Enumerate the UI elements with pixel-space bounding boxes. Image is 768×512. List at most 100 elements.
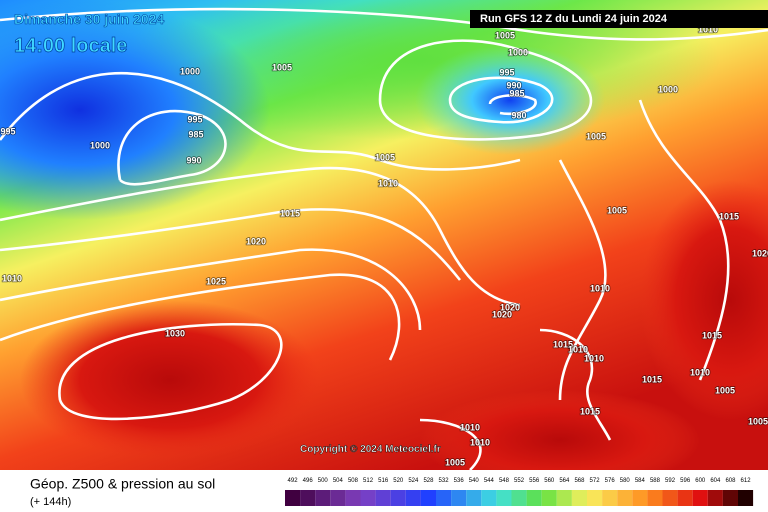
legend-swatch [390,490,406,506]
legend-label: 504 [333,478,344,484]
legend-swatch [556,490,572,506]
legend-swatch [692,490,708,506]
run-info: Run GFS 12 Z du Lundi 24 juin 2024 [480,13,668,25]
legend-label: 532 [439,478,450,484]
legend-swatch [466,490,482,506]
legend-label: 592 [665,478,676,484]
legend-swatch [738,490,754,506]
legend-label: 588 [650,478,661,484]
legend-label: 612 [741,478,752,484]
isobar-label: 1010 [584,353,604,363]
isobar-label: 1020 [500,302,520,312]
legend-label: 568 [574,478,585,484]
isobar-label: 1015 [642,374,662,384]
legend-label: 520 [393,478,404,484]
isobar-label: 985 [509,88,524,98]
isobar-label: 1025 [206,276,226,286]
isobar-label: 1005 [375,152,395,162]
legend-label: 492 [288,478,299,484]
isobar-label: 1005 [748,416,768,426]
isobar-label: 1005 [586,131,606,141]
legend-swatch [571,490,587,506]
legend-swatch [722,490,738,506]
legend-label: 544 [484,478,495,484]
isobar-label: 985 [188,129,203,139]
isobar-label: 990 [186,155,201,165]
legend-label: 496 [303,478,314,484]
legend-swatch [360,490,376,506]
legend-label: 604 [710,478,721,484]
isobar-label: 1010 [378,178,398,188]
isobar-label: 1005 [715,385,735,395]
isobar-label: 1010 [2,273,22,283]
legend-swatch [405,490,421,506]
isobar-label: 1015 [553,339,573,349]
isobar-label: 1005 [607,205,627,215]
isobar-label: 1020 [492,309,512,319]
isobars [0,7,768,471]
legend-label: 524 [408,478,419,484]
isobar-label: 995 [499,67,514,77]
legend-label: 560 [544,478,555,484]
isobar-label: 1010 [568,344,588,354]
legend-label: 512 [363,478,374,484]
legend-swatch [662,490,678,506]
isobar-label: 1015 [280,208,300,218]
isobar-label: 1005 [272,62,292,72]
legend-swatch [496,490,512,506]
date-title: Dimanche 30 juin 2024 [14,11,164,27]
isobar-label: 980 [511,110,526,120]
footer-lead: (+ 144h) [30,496,71,508]
legend-label: 596 [680,478,691,484]
time-title: 14:00 locale [14,35,127,57]
legend-label: 600 [695,478,706,484]
isobar-label: 1015 [580,406,600,416]
legend-swatch [375,490,391,506]
legend-swatch [285,490,301,506]
legend-label: 564 [559,478,570,484]
isobar-label: 1010 [470,437,490,447]
isobar-label: 1000 [658,84,678,94]
legend-label: 548 [499,478,510,484]
isobar-label: 1015 [702,330,722,340]
legend-swatch [300,490,316,506]
legend-label: 608 [725,478,736,484]
isobar-label: 1020 [752,248,768,258]
legend-swatch [330,490,346,506]
legend-swatch [345,490,361,506]
legend-label: 516 [378,478,389,484]
color-legend: 492 496 500 504 508 512 516 520 524 528 532 536 540 5… [285,478,754,506]
legend-label: 500 [318,478,329,484]
legend-label: 528 [423,478,434,484]
legend-swatch [526,490,542,506]
legend-label: 584 [635,478,646,484]
legend-swatch [315,490,331,506]
copyright: Copyright © 2024 Meteociel.fr [300,444,441,455]
isobar-label: 1030 [165,328,185,338]
legend-swatch [647,490,663,506]
isobar-label: 1000 [508,47,528,57]
legend-label: 556 [529,478,540,484]
isobar-label: 1020 [246,236,266,246]
isobar-label: 1005 [495,30,515,40]
footer-title: Géop. Z500 & pression au sol [30,476,215,492]
legend-swatch [511,490,527,506]
legend-swatch [587,490,603,506]
legend-label: 572 [590,478,601,484]
legend-swatch [602,490,618,506]
legend-swatch [707,490,723,506]
isobar-label: 1010 [460,422,480,432]
run-banner [470,10,768,28]
legend-swatch [481,490,497,506]
legend-label: 536 [454,478,465,484]
isobar-label: 995 [187,114,202,124]
legend-swatch [420,490,436,506]
isobar-labels: 1000995985990100099510051005100099599098… [0,24,768,469]
legend-label: 508 [348,478,359,484]
legend-swatch [451,490,467,506]
legend-swatch [632,490,648,506]
isobar-label: 990 [506,80,521,90]
isobar-label: 1000 [180,66,200,76]
legend-label: 552 [514,478,525,484]
